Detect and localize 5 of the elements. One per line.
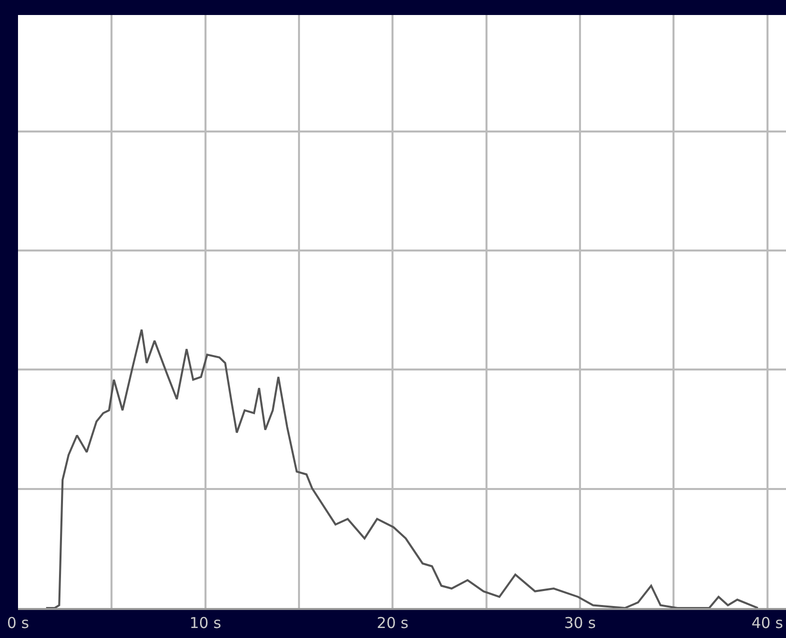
x-tick-label: 0 s: [6, 614, 30, 632]
x-tick-label: 20 s: [376, 614, 409, 632]
x-tick-label: 30 s: [564, 614, 596, 632]
x-tick-label: 10 s: [189, 614, 222, 632]
x-tick-label: 40 s: [751, 614, 784, 632]
